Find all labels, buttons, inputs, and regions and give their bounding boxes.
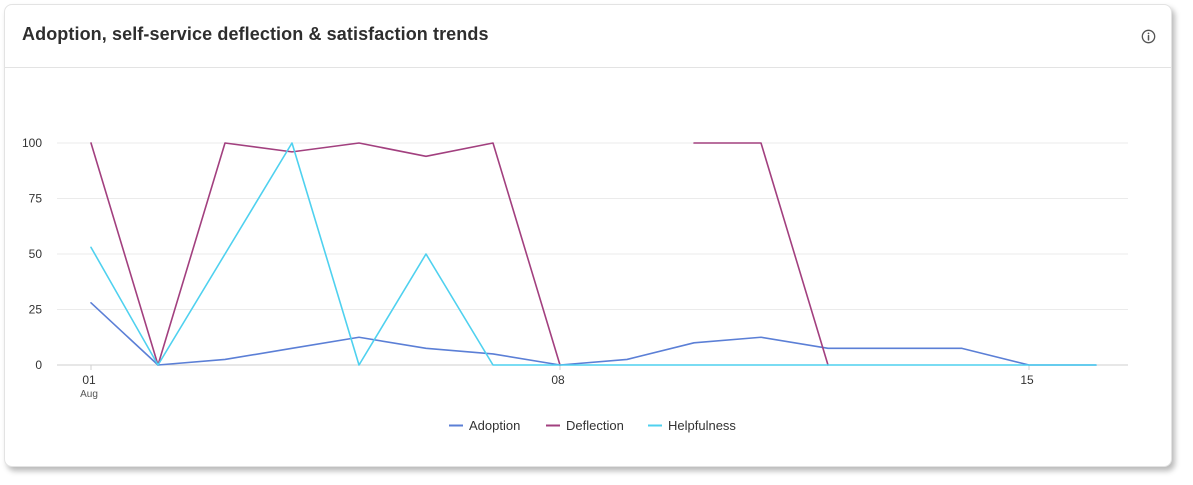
info-icon[interactable] [1141, 29, 1156, 44]
series-line-deflection[interactable] [90, 142, 829, 366]
y-axis: 0 25 50 75 100 [22, 136, 42, 372]
legend-label: Helpfulness [668, 418, 736, 433]
y-tick-label: 25 [29, 303, 43, 317]
series-line-adoption[interactable] [90, 302, 1097, 366]
x-tick-label: 15 [1020, 373, 1034, 387]
card-title: Adoption, self-service deflection & sati… [22, 24, 489, 44]
y-tick-label: 75 [29, 192, 43, 206]
x-axis: 01 Aug 08 15 [80, 365, 1034, 400]
grid-layer [57, 142, 1128, 366]
legend-label: Adoption [469, 418, 520, 433]
legend-label: Deflection [566, 418, 624, 433]
x-tick-label: 08 [551, 373, 565, 387]
legend-item-deflection[interactable]: Deflection [546, 418, 624, 433]
chart-card: Adoption, self-service deflection & sati… [4, 4, 1172, 467]
y-tick-label: 0 [35, 358, 42, 372]
x-tick-sublabel: Aug [80, 389, 98, 400]
legend-item-helpfulness[interactable]: Helpfulness [648, 418, 736, 433]
x-tick-label: 01 [82, 373, 96, 387]
legend: Adoption Deflection Helpfulness [449, 418, 736, 433]
series-line-helpfulness[interactable] [90, 142, 1097, 366]
y-tick-label: 100 [22, 136, 42, 150]
card-header: Adoption, self-service deflection & sati… [5, 5, 1171, 68]
series-layer [90, 142, 1097, 366]
y-tick-label: 50 [29, 247, 43, 261]
legend-item-adoption[interactable]: Adoption [449, 418, 520, 433]
